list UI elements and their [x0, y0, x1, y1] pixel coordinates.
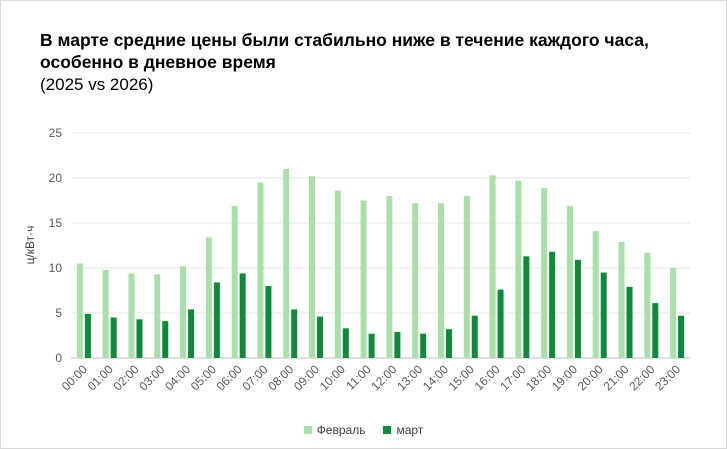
legend-swatch-february	[303, 426, 312, 434]
x-tick-label: 07:00	[239, 362, 270, 393]
y-tick-label: 5	[55, 306, 62, 320]
bar-february	[205, 237, 212, 358]
bar-february	[128, 273, 135, 358]
bar-march	[394, 331, 401, 358]
x-tick-label: 18:00	[523, 362, 554, 393]
bar-march	[497, 289, 504, 358]
x-tick-label: 08:00	[265, 362, 296, 393]
x-tick-label: 23:00	[652, 362, 683, 393]
x-tick-label: 09:00	[291, 362, 322, 393]
bar-march	[626, 286, 633, 358]
bar-march	[291, 309, 298, 358]
y-tick-label: 10	[49, 261, 63, 275]
bar-february	[618, 241, 625, 358]
bar-february	[489, 175, 496, 358]
bar-february	[283, 169, 290, 358]
bar-march	[420, 333, 427, 358]
x-tick-label: 11:00	[343, 362, 374, 393]
x-tick-label: 10:00	[317, 362, 348, 393]
x-tick-label: 22:00	[626, 362, 657, 393]
x-tick-label: 04:00	[162, 362, 193, 393]
chart-subtitle: (2025 vs 2026)	[40, 75, 154, 94]
x-tick-label: 19:00	[549, 362, 580, 393]
bar-february	[386, 196, 393, 358]
bar-march	[213, 282, 220, 358]
bar-february	[437, 203, 444, 358]
x-tick-label: 14:00	[420, 362, 451, 393]
x-tick-label: 03:00	[136, 362, 167, 393]
bar-february	[670, 268, 677, 358]
chart-title: В марте средние цены были стабильно ниже…	[40, 30, 649, 72]
bar-march	[239, 273, 246, 358]
x-tick-label: 01:00	[85, 362, 116, 393]
bar-march	[110, 317, 117, 358]
bar-february	[154, 274, 161, 358]
bar-march	[600, 272, 607, 358]
bar-march	[162, 321, 169, 358]
bar-march	[471, 315, 478, 358]
x-tick-label: 20:00	[575, 362, 606, 393]
legend: Февраль март	[0, 423, 727, 437]
y-tick-label: 25	[49, 126, 63, 140]
bar-march	[342, 328, 349, 358]
x-tick-label: 21:00	[601, 362, 632, 393]
x-tick-label: 13:00	[394, 362, 425, 393]
bar-march	[317, 316, 324, 358]
x-tick-label: 16:00	[472, 362, 503, 393]
bar-february	[644, 252, 651, 358]
x-tick-label: 00:00	[59, 362, 90, 393]
bar-march	[265, 286, 272, 358]
bar-february	[592, 231, 599, 358]
y-tick-label: 0	[55, 351, 62, 365]
bar-february	[102, 269, 109, 358]
bar-february	[515, 180, 522, 358]
x-tick-label: 06:00	[214, 362, 245, 393]
bar-march	[445, 329, 452, 358]
bar-february	[541, 187, 548, 358]
x-tick-label: 05:00	[188, 362, 219, 393]
bar-march	[136, 319, 143, 358]
x-tick-label: 17:00	[497, 362, 528, 393]
x-tick-label: 15:00	[446, 362, 477, 393]
bar-february	[412, 203, 419, 358]
bar-february	[334, 190, 341, 358]
bar-march	[549, 251, 556, 358]
bar-february	[309, 176, 316, 358]
bar-february	[360, 200, 367, 358]
bar-march	[523, 256, 530, 358]
y-tick-label: 20	[49, 171, 63, 185]
bar-february	[463, 196, 470, 358]
legend-label-february: Февраль	[316, 423, 366, 437]
bar-march	[652, 303, 659, 358]
legend-item-march: март	[383, 423, 423, 437]
bar-february	[231, 205, 238, 358]
legend-item-february: Февраль	[303, 423, 366, 437]
legend-swatch-march	[383, 426, 392, 434]
x-tick-label: 02:00	[110, 362, 141, 393]
bar-february	[180, 266, 187, 358]
bar-march	[84, 313, 91, 358]
y-tick-label: 15	[49, 216, 63, 230]
bar-march	[678, 315, 685, 358]
bar-february	[566, 205, 573, 358]
bar-february	[257, 182, 264, 358]
bar-march	[574, 259, 581, 358]
legend-label-march: март	[396, 423, 424, 437]
bar-march	[368, 333, 375, 358]
bar-february	[76, 263, 83, 358]
bar-march	[188, 309, 195, 358]
x-tick-label: 12:00	[368, 362, 399, 393]
